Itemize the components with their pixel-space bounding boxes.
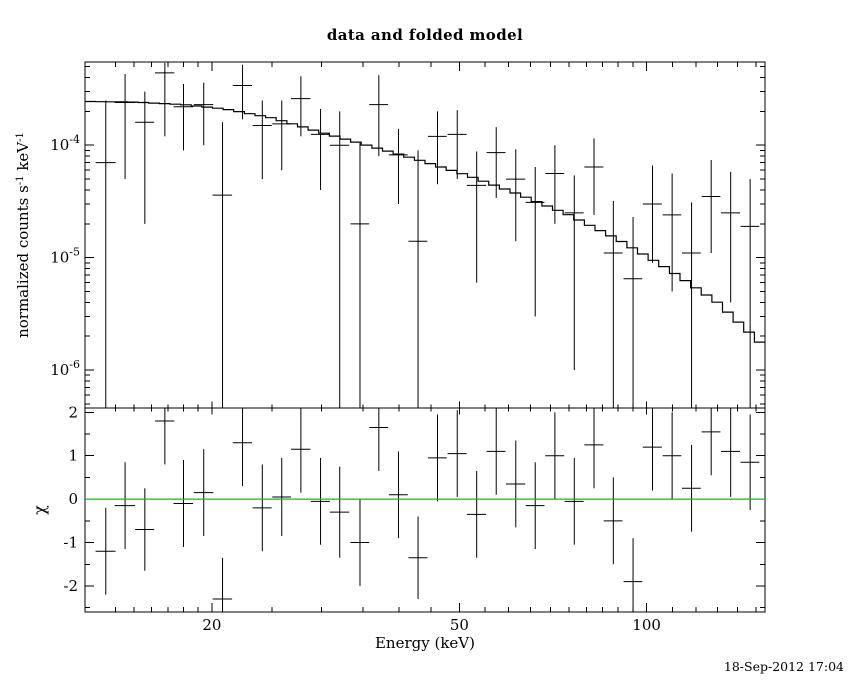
svg-text:10-4: 10-4	[50, 133, 80, 154]
svg-text:-1: -1	[63, 534, 78, 552]
svg-text:-2: -2	[63, 577, 78, 595]
svg-text:100: 100	[632, 616, 661, 634]
y-axis-label-sup2: -1	[15, 132, 26, 142]
plot-timestamp: 18-Sep-2012 17:04	[723, 659, 844, 674]
y-axis-label-top: normalized counts s-1 keV-1	[14, 132, 32, 338]
svg-text:10-6: 10-6	[50, 358, 80, 379]
plot-title: data and folded model	[326, 26, 524, 44]
y-axis-label-sup1: -1	[15, 175, 26, 186]
svg-text:50: 50	[450, 616, 469, 634]
y-axis-label-text: normalized counts s	[14, 185, 32, 338]
svg-text:2: 2	[68, 403, 78, 421]
y-axis-label-text2: keV	[14, 141, 32, 176]
svg-text:20: 20	[202, 616, 221, 634]
svg-text:0: 0	[68, 490, 78, 508]
x-axis-label: Energy (keV)	[374, 634, 475, 652]
svg-text:1: 1	[68, 447, 78, 465]
svg-text:10-5: 10-5	[50, 246, 80, 267]
chi-axis-label: χ	[30, 505, 49, 515]
